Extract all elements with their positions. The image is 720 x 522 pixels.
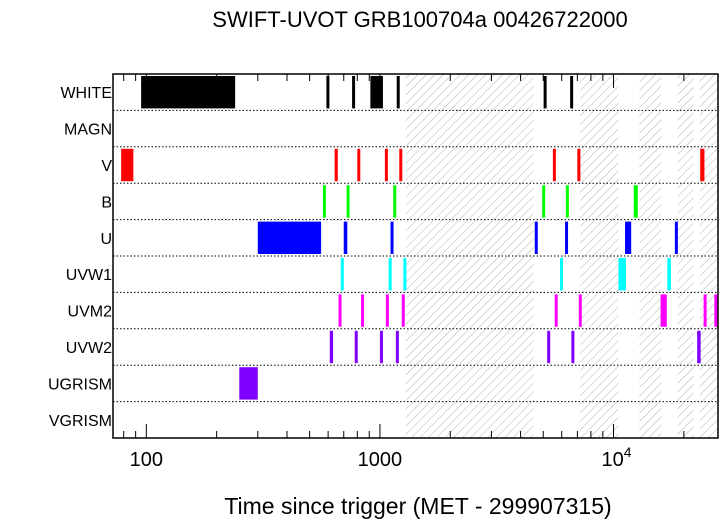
filter-separators [113, 109, 718, 403]
exposure-uvw2-4 [547, 330, 551, 364]
exposure-white-0 [141, 76, 236, 109]
exposure-white-1 [326, 76, 330, 109]
filter-label-uvm2: UVM2 [68, 304, 113, 321]
exposure-ugrism-0 [239, 367, 258, 400]
exposure-uvm2-5 [578, 294, 582, 327]
exposure-white-5 [543, 76, 547, 109]
exposure-v-0 [121, 148, 134, 182]
exposure-uvm2-6 [660, 294, 667, 327]
filter-label-ugrism: UGRISM [48, 376, 112, 393]
exposure-uvw1-4 [618, 258, 626, 291]
exposure-b-1 [346, 185, 350, 218]
exposure-b-4 [565, 185, 569, 218]
exposure-u-4 [565, 221, 569, 254]
exposure-v-4 [399, 148, 403, 182]
exposure-uvm2-3 [401, 294, 405, 327]
exposure-white-3 [370, 76, 383, 109]
exposure-uvm2-8 [714, 294, 718, 327]
filter-label-vgrism: VGRISM [49, 413, 112, 430]
exposure-b-3 [542, 185, 546, 218]
exposure-uvw2-1 [354, 330, 358, 364]
hatched-interval-2 [639, 74, 662, 438]
exposure-white-4 [396, 76, 400, 109]
exposure-uvm2-7 [703, 294, 707, 327]
filter-label-b: B [101, 194, 112, 211]
exposure-uvw1-5 [667, 258, 671, 291]
exposure-b-0 [322, 185, 326, 218]
exposure-v-2 [357, 148, 361, 182]
hatched-interval-3 [677, 74, 694, 438]
exposure-u-5 [625, 221, 632, 254]
filter-label-uvw2: UVW2 [66, 340, 112, 357]
exposure-b-5 [633, 185, 638, 218]
exposure-uvw2-2 [379, 330, 383, 364]
exposure-u-0 [257, 221, 322, 254]
exposure-uvw2-5 [571, 330, 575, 364]
filter-label-u: U [100, 231, 112, 248]
exposure-v-5 [552, 148, 556, 182]
exposure-white-2 [352, 76, 356, 109]
exposure-v-7 [700, 148, 705, 182]
x-tick-label-1: 1000 [358, 449, 403, 471]
exposure-uvw2-0 [329, 330, 334, 364]
exposure-u-6 [674, 221, 678, 254]
plot-frame [112, 73, 719, 439]
x-axis-ticks: 100 1000 104 [123, 74, 685, 471]
exposure-uvm2-4 [554, 294, 558, 327]
x-axis-label: Time since trigger (MET - 299907315) [224, 493, 611, 519]
exposure-uvw1-1 [388, 258, 392, 291]
exposure-u-3 [534, 221, 538, 254]
filter-label-v: V [101, 158, 112, 175]
exposure-v-6 [577, 148, 581, 182]
exposure-uvw1-0 [340, 258, 344, 291]
x-tick-label-2: 104 [602, 444, 632, 471]
exposure-u-2 [390, 221, 394, 254]
filter-labels: WHITE MAGN V B U UVW1 UVM2 UVW2 UGRISM VGRISM [48, 85, 112, 430]
exposure-uvw1-3 [560, 258, 564, 291]
exposure-b-2 [393, 185, 397, 218]
exposure-uvm2-0 [338, 294, 342, 327]
exposure-uvm2-2 [385, 294, 389, 327]
filter-label-uvw1: UVW1 [66, 267, 112, 284]
exposure-uvw2-6 [697, 330, 701, 364]
exposure-v-3 [384, 148, 388, 182]
filter-label-white: WHITE [60, 85, 112, 102]
filter-label-magn: MAGN [64, 122, 112, 139]
exposure-u-1 [343, 221, 348, 254]
exposure-bars [121, 76, 718, 400]
exposure-uvm2-1 [361, 294, 365, 327]
exposure-v-1 [334, 148, 338, 182]
exposure-uvw1-2 [403, 258, 407, 291]
exposure-uvw2-3 [395, 330, 399, 364]
exposure-white-6 [570, 76, 574, 109]
x-tick-label-0: 100 [130, 449, 163, 471]
chart-title: SWIFT-UVOT GRB100704a 00426722000 [212, 7, 627, 32]
